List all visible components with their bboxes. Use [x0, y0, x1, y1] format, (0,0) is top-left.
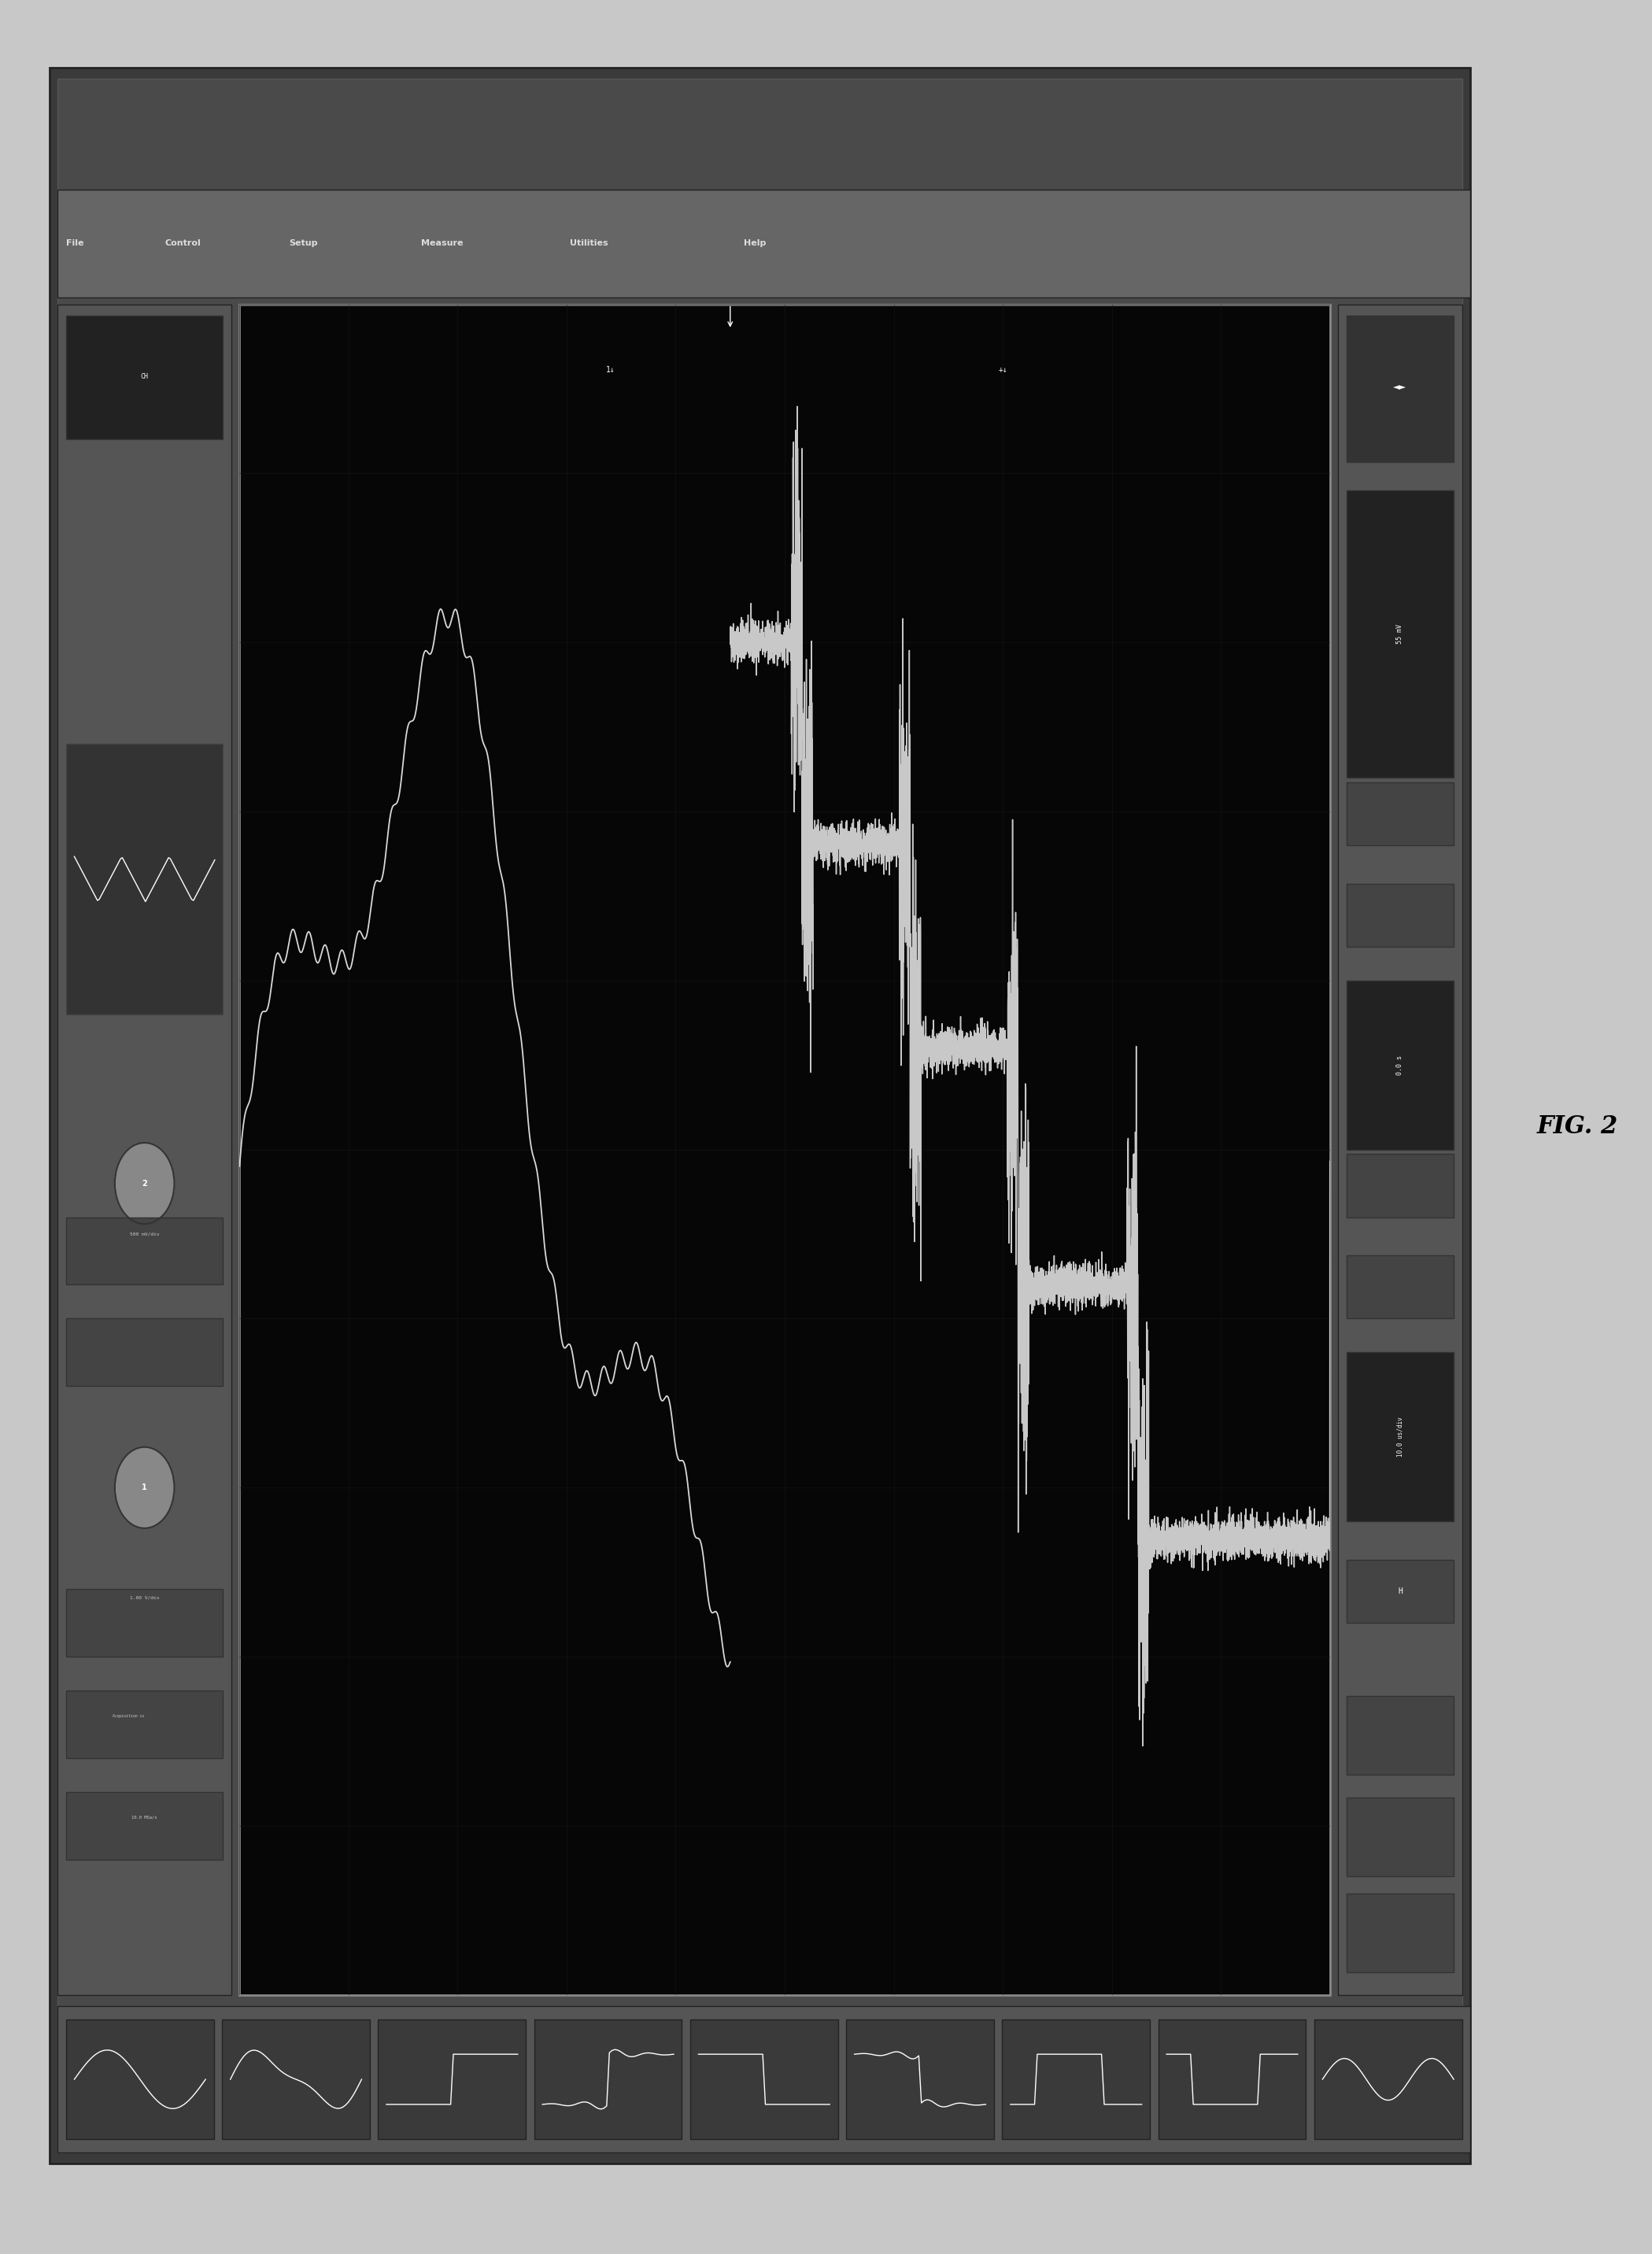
- Text: ◄►: ◄►: [1393, 383, 1408, 392]
- Bar: [1315, 2020, 1462, 2139]
- Bar: [66, 744, 223, 1014]
- Text: Measure: Measure: [421, 239, 463, 248]
- Bar: [58, 304, 231, 1995]
- Bar: [66, 1589, 223, 1657]
- Bar: [1346, 980, 1454, 1150]
- Text: 10.0 us/div: 10.0 us/div: [1396, 1418, 1404, 1456]
- Bar: [66, 1319, 223, 1386]
- Text: File: File: [66, 239, 84, 248]
- Bar: [1346, 491, 1454, 778]
- Text: Control: Control: [165, 239, 202, 248]
- Bar: [1003, 2020, 1150, 2139]
- Bar: [58, 2006, 1470, 2153]
- Text: 0.0 s: 0.0 s: [1396, 1055, 1404, 1075]
- Bar: [66, 2020, 213, 2139]
- Bar: [846, 2020, 995, 2139]
- Text: 10.0 MSa/s: 10.0 MSa/s: [132, 1814, 157, 1819]
- Text: FIG. 2: FIG. 2: [1536, 1116, 1619, 1138]
- Circle shape: [114, 1143, 175, 1224]
- Bar: [50, 68, 1470, 2164]
- Circle shape: [114, 1447, 175, 1528]
- Bar: [691, 2020, 838, 2139]
- Bar: [1346, 1560, 1454, 1623]
- Bar: [1346, 1695, 1454, 1776]
- Text: +↓: +↓: [998, 365, 1008, 374]
- Text: 500 mV/div: 500 mV/div: [131, 1233, 159, 1235]
- Text: Utilities: Utilities: [570, 239, 608, 248]
- Bar: [240, 304, 1330, 1995]
- Bar: [1346, 1352, 1454, 1521]
- Bar: [66, 316, 223, 440]
- Bar: [66, 1792, 223, 1860]
- Text: 2: 2: [142, 1179, 147, 1188]
- Text: 55 mV: 55 mV: [1396, 624, 1404, 645]
- Text: Help: Help: [743, 239, 767, 248]
- Bar: [1346, 782, 1454, 845]
- Bar: [1346, 1799, 1454, 1875]
- Bar: [1158, 2020, 1307, 2139]
- Text: 1.00 V/div: 1.00 V/div: [131, 1596, 159, 1600]
- Bar: [1346, 1154, 1454, 1217]
- Bar: [1346, 1255, 1454, 1319]
- Text: Setup: Setup: [289, 239, 317, 248]
- Bar: [58, 189, 1470, 298]
- Text: 1: 1: [142, 1483, 147, 1492]
- Bar: [66, 1217, 223, 1285]
- Bar: [534, 2020, 682, 2139]
- Text: H: H: [1398, 1587, 1403, 1596]
- Bar: [58, 79, 1462, 2153]
- Bar: [1346, 884, 1454, 947]
- Bar: [1346, 316, 1454, 462]
- Bar: [66, 1690, 223, 1758]
- Bar: [1346, 1893, 1454, 1972]
- Bar: [221, 2020, 370, 2139]
- Text: CH: CH: [140, 372, 149, 381]
- Bar: [1338, 304, 1462, 1995]
- Text: 1↓: 1↓: [606, 365, 615, 374]
- Text: Acquisition is: Acquisition is: [112, 1713, 144, 1718]
- Bar: [378, 2020, 525, 2139]
